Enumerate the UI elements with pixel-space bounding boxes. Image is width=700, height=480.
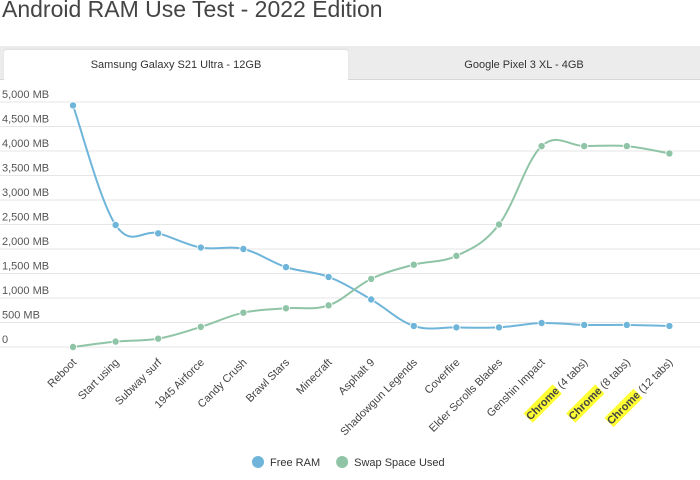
series-lines	[72, 105, 670, 348]
data-point-swap-space-used	[580, 142, 589, 151]
series-points	[69, 101, 674, 351]
x-category-label-text: Start using	[76, 357, 122, 403]
x-category-label-text: Minecraft	[294, 357, 334, 397]
data-point-free-ram	[196, 243, 205, 252]
data-point-swap-space-used	[239, 308, 248, 317]
legend-label-free-ram: Free RAM	[270, 457, 320, 469]
device-tabs: Samsung Galaxy S21 Ultra - 12GB Google P…	[0, 46, 700, 80]
x-category-label-text: (12 tabs)	[636, 357, 675, 396]
data-point-swap-space-used	[367, 274, 376, 283]
data-point-free-ram	[239, 244, 248, 253]
x-category-highlight-text: Chrome	[524, 385, 562, 423]
tab-google-pixel-3-xl[interactable]: Google Pixel 3 XL - 4GB	[464, 59, 584, 71]
data-point-swap-space-used	[622, 142, 631, 151]
data-point-free-ram	[409, 321, 418, 330]
x-category-label: Asphalt 9	[336, 357, 377, 398]
highlight-marker	[566, 384, 605, 423]
data-point-swap-space-used	[494, 220, 503, 229]
x-category-label: Elder Scrolls Blades	[427, 356, 505, 434]
x-category-label-text: Shadowgun Legends	[338, 356, 420, 438]
x-category-label-text: (8 tabs)	[598, 357, 633, 392]
data-point-swap-space-used	[69, 342, 78, 351]
y-tick-label: 2,000 MB	[2, 236, 49, 248]
y-tick-label: 3,000 MB	[2, 187, 49, 199]
y-tick-label: 5,000 MB	[2, 89, 49, 101]
x-category-label-text: Asphalt 9	[336, 357, 377, 398]
data-point-free-ram	[452, 323, 461, 332]
x-category-label: Minecraft	[294, 357, 334, 397]
data-point-swap-space-used	[324, 301, 333, 310]
y-tick-label: 1,500 MB	[2, 261, 49, 273]
data-point-free-ram	[367, 295, 376, 304]
ram-usage-line-chart: 0 500 MB 1,000 MB 1,500 MB 2,000 MB 2,500 MB 3…	[0, 89, 700, 469]
data-point-swap-space-used	[452, 251, 461, 260]
legend-label-swap-space-used: Swap Space Used	[354, 457, 445, 469]
highlight-marker	[604, 388, 643, 428]
data-point-swap-space-used	[409, 260, 418, 269]
data-point-free-ram	[494, 323, 503, 332]
data-point-free-ram	[281, 263, 290, 272]
x-category-label: Reboot	[46, 357, 80, 391]
x-category-highlight-text: Chrome	[567, 385, 605, 423]
y-tick-label: 2,500 MB	[2, 212, 49, 224]
data-point-free-ram	[324, 272, 333, 281]
data-point-swap-space-used	[196, 322, 205, 331]
data-point-free-ram	[111, 220, 120, 229]
tab-samsung-galaxy-s21-ultra[interactable]: Samsung Galaxy S21 Ultra - 12GB	[4, 50, 348, 80]
y-tick-label: 4,000 MB	[2, 138, 49, 150]
highlight-marker	[523, 384, 562, 423]
x-category-label-text: Brawl Stars	[244, 356, 293, 405]
grid-lines	[0, 101, 700, 348]
series-line-free-ram	[72, 105, 670, 330]
page-title: Android RAM Use Test - 2022 Edition	[2, 0, 383, 22]
x-category-label-text: Coverfire	[422, 357, 462, 397]
y-tick-label: 1,000 MB	[2, 285, 49, 297]
legend-swatch-swap-space-used	[336, 456, 349, 468]
chart-legend: Free RAM Swap Space Used	[252, 456, 445, 469]
data-point-free-ram	[537, 318, 546, 327]
x-category-label-text: (4 tabs)	[555, 357, 590, 392]
data-point-free-ram	[154, 229, 163, 238]
data-point-swap-space-used	[111, 337, 120, 346]
y-tick-label: 4,500 MB	[2, 114, 49, 126]
y-tick-label: 0	[2, 334, 8, 346]
y-tick-label: 500 MB	[2, 310, 40, 322]
x-category-label: Brawl Stars	[244, 356, 293, 405]
y-tick-label: 3,500 MB	[2, 163, 49, 175]
data-point-swap-space-used	[665, 149, 674, 158]
data-point-free-ram	[665, 321, 674, 330]
series-line-swap-space-used	[72, 138, 670, 348]
data-point-swap-space-used	[537, 142, 546, 151]
x-category-label: Start using	[76, 357, 122, 403]
legend-swatch-free-ram	[252, 456, 264, 468]
data-point-free-ram	[69, 101, 78, 110]
data-point-free-ram	[580, 320, 589, 329]
data-point-swap-space-used	[281, 304, 290, 313]
data-point-swap-space-used	[154, 334, 163, 343]
x-category-highlight-text: Chrome	[605, 389, 643, 427]
x-category-label: Shadowgun Legends	[338, 356, 420, 438]
x-category-label-text: Reboot	[46, 357, 80, 391]
x-category-label-text: Elder Scrolls Blades	[427, 356, 505, 434]
x-category-label: Coverfire	[422, 357, 462, 397]
data-point-free-ram	[622, 320, 631, 329]
y-axis-tick-labels: 0 500 MB 1,000 MB 1,500 MB 2,000 MB 2,500 MB 3…	[2, 89, 49, 346]
